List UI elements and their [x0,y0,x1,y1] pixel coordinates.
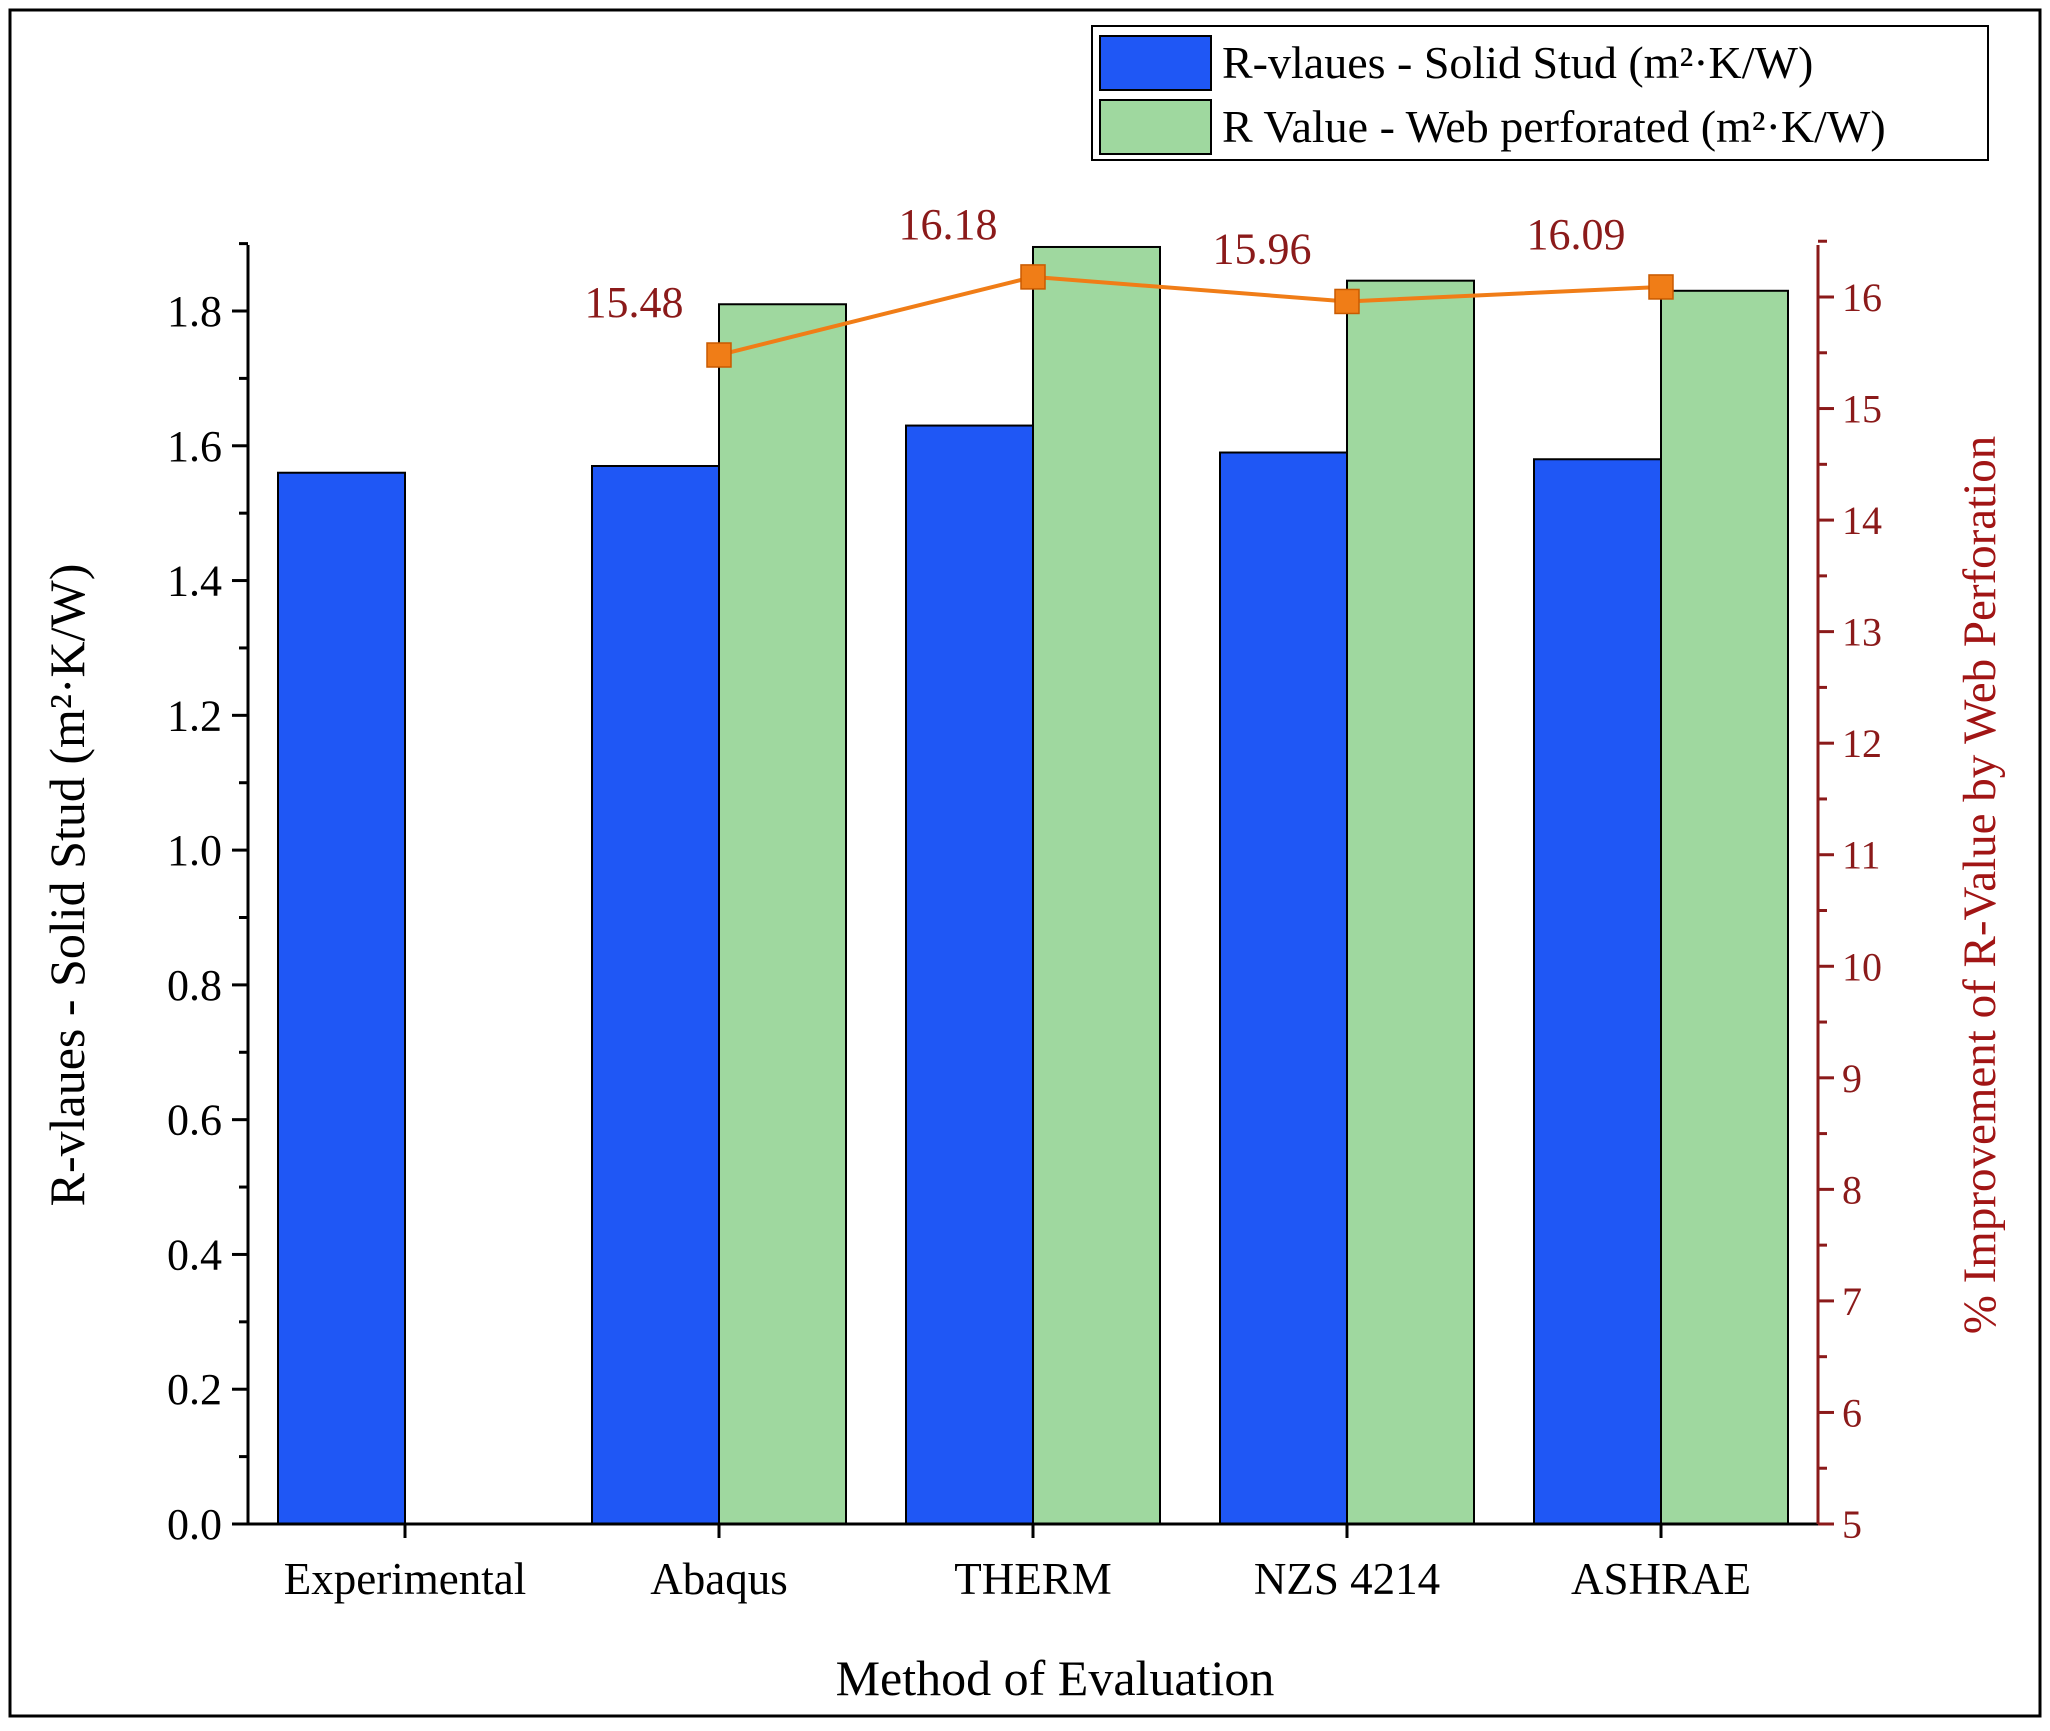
y2-tick-label: 7 [1842,1279,1862,1324]
x-tick-label-experimental: Experimental [284,1554,526,1604]
y2-tick-label: 9 [1842,1056,1862,1101]
y-tick-label: 1.2 [167,691,222,740]
y-tick-label: 1.0 [167,826,222,875]
legend: R-vlaues - Solid Stud (m²·K/W) R Value -… [1091,25,1989,161]
y-tick-label: 1.8 [167,287,222,336]
line-point-abaqus [706,342,732,368]
legend-frame [1091,25,1989,161]
bar-web-perforated-nzs-4214 [1346,279,1475,1525]
y-tick-label: 1.6 [167,422,222,471]
y2-tick-label: 12 [1842,721,1882,766]
y-tick-label: 0.8 [167,961,222,1010]
x-tick-label-therm: THERM [954,1554,1112,1604]
data-label-therm: 16.18 [899,200,998,249]
bar-solid-stud-abaqus [591,464,720,1526]
axes-layer: 0.0 0.2 0.4 0.6 0.8 1.0 1.2 1.4 1.6 1.8 5 6 7 8 9 10 11 1… [167,239,1882,1604]
bar-web-perforated-abaqus [718,303,847,1525]
y2-tick-label: 6 [1842,1390,1862,1435]
y-tick-label: 0.6 [167,1096,222,1145]
x-axis-title: Method of Evaluation [836,1650,1275,1706]
y2-axis-title: % Improvement of R-Value by Web Perforat… [1954,436,2006,1335]
y2-tick-label: 11 [1842,833,1881,878]
legend-label-web-perforated: R Value - Web perforated (m²·K/W) [1222,101,1886,152]
bar-solid-stud-nzs-4214 [1219,451,1348,1525]
bar-web-perforated-ashrae [1660,289,1789,1525]
data-label-ashrae: 16.09 [1527,210,1626,259]
legend-swatch-web-perforated [1099,99,1212,155]
y-tick-label: 0.2 [167,1365,222,1414]
x-tick-label-abaqus: Abaqus [650,1554,787,1604]
bar-solid-stud-experimental [277,471,406,1526]
y-tick-label: 1.4 [167,557,222,606]
y2-tick-label: 8 [1842,1167,1862,1212]
y2-tick-label: 13 [1842,610,1882,655]
legend-label-solid-stud: R-vlaues - Solid Stud (m²·K/W) [1222,37,1813,88]
bar-solid-stud-ashrae [1533,458,1662,1525]
labels-layer: 15.48 16.18 15.96 16.09 [585,200,1626,327]
y2-tick-label: 14 [1842,498,1882,543]
y2-tick-label: 5 [1842,1502,1862,1547]
y-tick-label: 0.4 [167,1230,222,1279]
data-label-nzs-4214: 15.96 [1213,224,1312,273]
y2-tick-label: 15 [1842,387,1882,432]
y-axis-title: R-vlaues - Solid Stud (m²·K/W) [39,564,95,1207]
y-tick-label: 0.0 [167,1500,222,1549]
y2-tick-label: 10 [1842,944,1882,989]
line-layer [706,264,1674,368]
line-point-nzs-4214 [1334,288,1360,315]
data-label-abaqus: 15.48 [585,278,684,327]
line-point-ashrae [1648,274,1674,300]
line-point-therm [1020,264,1046,290]
y2-tick-label: 16 [1842,275,1882,320]
line-improvement-series [718,274,1662,357]
x-tick-label-nzs-4214: NZS 4214 [1254,1554,1440,1604]
bars-layer [277,245,1789,1526]
legend-swatch-solid-stud [1099,35,1212,91]
bar-web-perforated-therm [1032,245,1161,1525]
bar-solid-stud-therm [905,424,1034,1525]
x-tick-label-ashrae: ASHRAE [1571,1554,1751,1604]
